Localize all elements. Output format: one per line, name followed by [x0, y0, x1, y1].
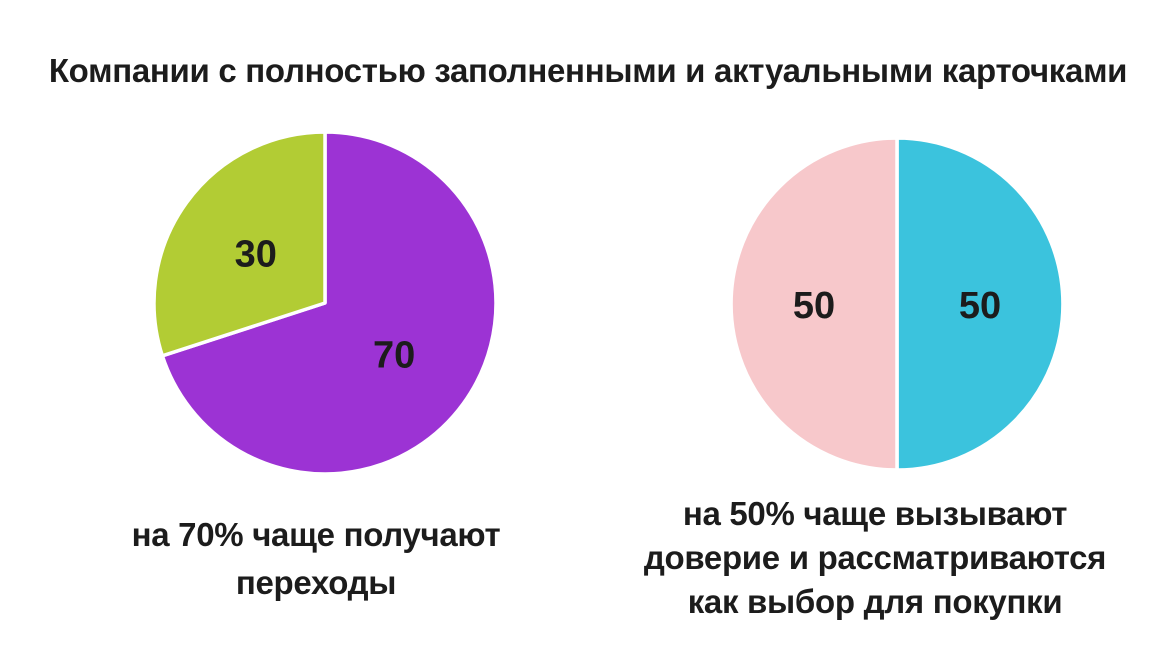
pie-chart-trust: 50 50	[729, 136, 1065, 472]
pie-slice-green	[152, 130, 327, 358]
pie-slice-cyan	[895, 136, 1065, 472]
caption-line: на 70% чаще получают	[131, 516, 501, 553]
pie-slice-pink	[729, 136, 899, 472]
pie-slice-label: 50	[959, 285, 1001, 327]
pie-slice-purple	[160, 130, 498, 476]
pie-slice-label: 70	[373, 334, 415, 376]
pie-slice-label: 30	[235, 234, 277, 276]
pie-caption-clicks: на 70% чаще получают переходы	[66, 511, 566, 607]
pie-caption-trust: на 50% чаще вызывают доверие и рассматри…	[625, 492, 1125, 624]
caption-line: как выбор для покупки	[687, 583, 1063, 620]
caption-line: на 50% чаще вызывают	[682, 495, 1068, 532]
caption-line: переходы	[235, 564, 397, 601]
pie-chart-clicks: 70 30	[152, 130, 498, 476]
pie-slice-label: 50	[793, 285, 835, 327]
infographic-title: Компании с полностью заполненными и акту…	[48, 52, 1128, 89]
caption-line: доверие и рассматриваются	[643, 539, 1107, 576]
